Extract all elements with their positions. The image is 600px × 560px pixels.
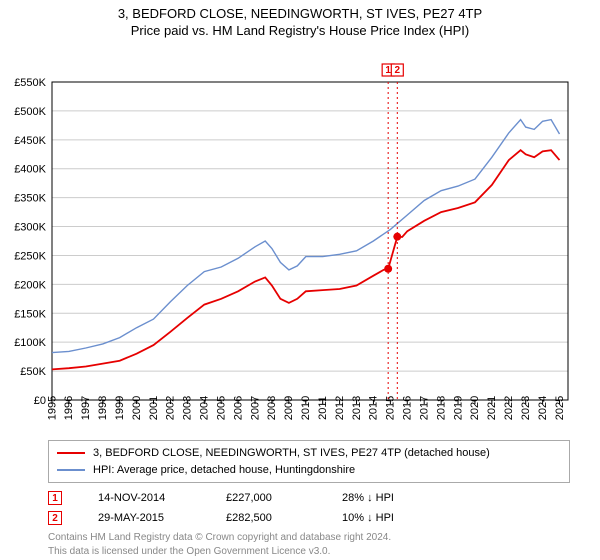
- svg-text:2022: 2022: [503, 396, 515, 420]
- svg-text:2014: 2014: [368, 396, 380, 420]
- page-subtitle: Price paid vs. HM Land Registry's House …: [0, 23, 600, 38]
- legend-row: 3, BEDFORD CLOSE, NEEDINGWORTH, ST IVES,…: [57, 445, 561, 462]
- svg-text:£400K: £400K: [14, 164, 46, 176]
- legend-swatch-property: [57, 452, 85, 454]
- tx-date: 29-MAY-2015: [98, 512, 190, 524]
- svg-text:2008: 2008: [266, 396, 278, 420]
- svg-text:2016: 2016: [402, 396, 414, 420]
- tx-row: 1 14-NOV-2014 £227,000 28% ↓ HPI: [48, 491, 570, 505]
- svg-text:£0: £0: [34, 395, 46, 407]
- legend-swatch-hpi: [57, 469, 85, 471]
- tx-marker-icon: 2: [48, 511, 62, 525]
- svg-text:2023: 2023: [520, 396, 532, 420]
- svg-text:2015: 2015: [385, 396, 397, 420]
- svg-text:2: 2: [395, 65, 401, 76]
- tx-row: 2 29-MAY-2015 £282,500 10% ↓ HPI: [48, 511, 570, 525]
- svg-text:1997: 1997: [80, 396, 92, 420]
- svg-text:2019: 2019: [452, 396, 464, 420]
- tx-price: £282,500: [226, 512, 306, 524]
- tx-pct: 10% ↓ HPI: [342, 512, 452, 524]
- svg-text:£250K: £250K: [14, 250, 46, 262]
- svg-text:2002: 2002: [165, 396, 177, 420]
- footnote: Contains HM Land Registry data © Crown c…: [48, 531, 570, 558]
- svg-text:£500K: £500K: [14, 106, 46, 118]
- svg-text:2001: 2001: [148, 396, 160, 420]
- svg-text:2005: 2005: [215, 396, 227, 420]
- svg-text:2017: 2017: [418, 396, 430, 420]
- svg-text:2024: 2024: [537, 396, 549, 420]
- svg-text:1998: 1998: [97, 396, 109, 420]
- legend: 3, BEDFORD CLOSE, NEEDINGWORTH, ST IVES,…: [48, 440, 570, 483]
- svg-text:2018: 2018: [435, 396, 447, 420]
- svg-text:£300K: £300K: [14, 222, 46, 234]
- page-title: 3, BEDFORD CLOSE, NEEDINGWORTH, ST IVES,…: [0, 6, 600, 21]
- svg-text:2006: 2006: [232, 396, 244, 420]
- svg-text:£150K: £150K: [14, 308, 46, 320]
- svg-text:£550K: £550K: [14, 77, 46, 89]
- tx-marker-icon: 1: [48, 491, 62, 505]
- tx-date: 14-NOV-2014: [98, 492, 190, 504]
- svg-text:1: 1: [385, 65, 391, 76]
- svg-text:2021: 2021: [486, 396, 498, 420]
- svg-text:£450K: £450K: [14, 135, 46, 147]
- legend-label-property: 3, BEDFORD CLOSE, NEEDINGWORTH, ST IVES,…: [93, 445, 490, 462]
- svg-text:1996: 1996: [63, 396, 75, 420]
- legend-row: HPI: Average price, detached house, Hunt…: [57, 462, 561, 479]
- svg-text:2013: 2013: [351, 396, 363, 420]
- svg-text:2025: 2025: [554, 396, 566, 420]
- transactions-table: 1 14-NOV-2014 £227,000 28% ↓ HPI 2 29-MA…: [48, 491, 570, 525]
- footnote-line: Contains HM Land Registry data © Crown c…: [48, 531, 570, 545]
- svg-text:2004: 2004: [199, 396, 211, 420]
- svg-text:£350K: £350K: [14, 193, 46, 205]
- svg-text:2007: 2007: [249, 396, 261, 420]
- tx-price: £227,000: [226, 492, 306, 504]
- svg-text:£200K: £200K: [14, 279, 46, 291]
- svg-text:2012: 2012: [334, 396, 346, 420]
- svg-text:2003: 2003: [182, 396, 194, 420]
- svg-text:2009: 2009: [283, 396, 295, 420]
- svg-text:2010: 2010: [300, 396, 312, 420]
- tx-pct: 28% ↓ HPI: [342, 492, 452, 504]
- svg-text:1999: 1999: [114, 396, 126, 420]
- footnote-line: This data is licensed under the Open Gov…: [48, 545, 570, 559]
- svg-text:2000: 2000: [131, 396, 143, 420]
- svg-text:£50K: £50K: [20, 366, 46, 378]
- svg-text:£100K: £100K: [14, 337, 46, 349]
- price-chart: £0 £50K £100K £150K £200K £250K £300K £350K £400…: [0, 38, 600, 436]
- svg-text:2020: 2020: [469, 396, 481, 420]
- legend-label-hpi: HPI: Average price, detached house, Hunt…: [93, 462, 355, 479]
